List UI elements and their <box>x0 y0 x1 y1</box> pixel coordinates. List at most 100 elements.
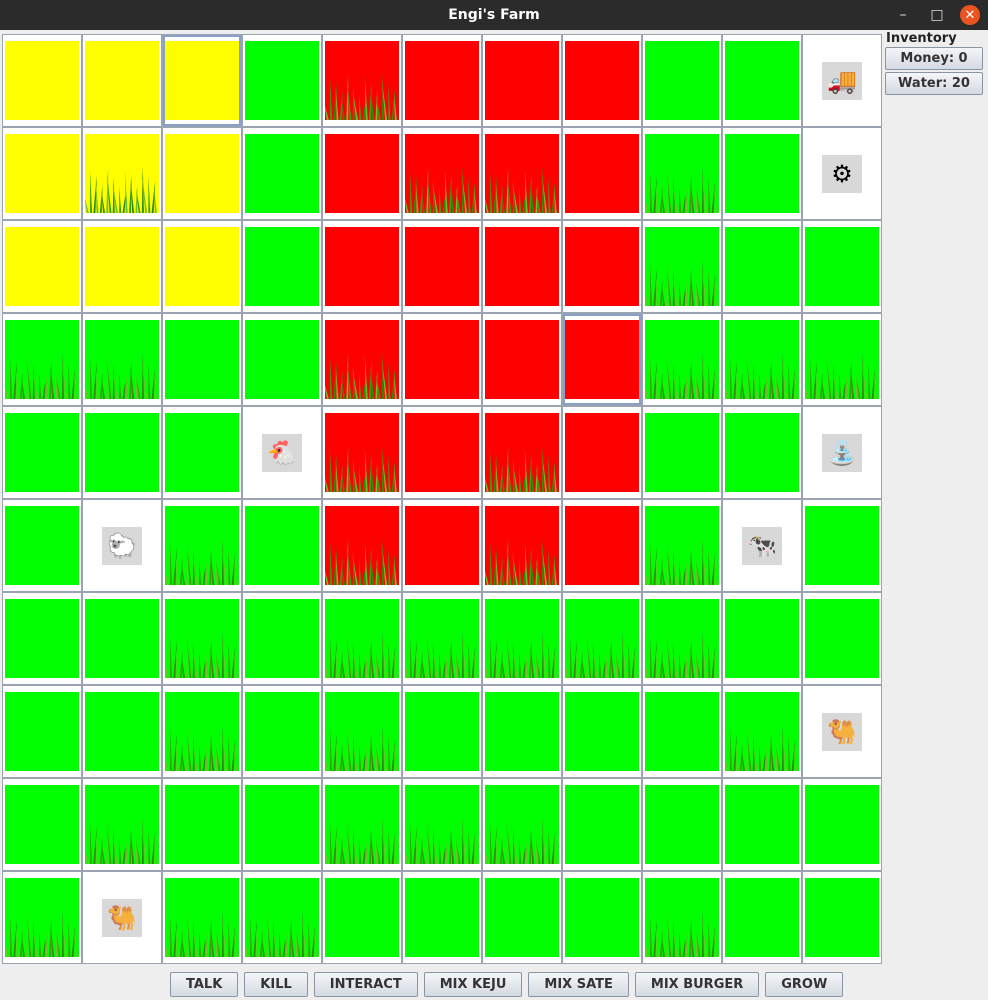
tile-green[interactable] <box>242 313 322 406</box>
tile-red-grass[interactable] <box>322 406 402 499</box>
tile-red-grass[interactable] <box>322 313 402 406</box>
tile-green[interactable] <box>642 406 722 499</box>
tile-green-grass[interactable] <box>322 778 402 871</box>
tile-green[interactable] <box>242 592 322 685</box>
tile-red[interactable] <box>562 499 642 592</box>
tile-green-grass[interactable] <box>802 313 882 406</box>
tile-green-grass[interactable] <box>322 685 402 778</box>
tile-red[interactable] <box>402 499 482 592</box>
maximize-icon[interactable]: □ <box>930 7 944 23</box>
tile-red-grass[interactable] <box>482 127 562 220</box>
tile-red[interactable] <box>562 406 642 499</box>
tile-yellow[interactable] <box>2 220 82 313</box>
tile-green-grass[interactable] <box>322 592 402 685</box>
tile-green[interactable] <box>82 406 162 499</box>
tile-camel[interactable]: 🐫 <box>802 685 882 778</box>
tile-green[interactable] <box>2 592 82 685</box>
tile-sheep[interactable]: 🐑 <box>82 499 162 592</box>
tile-red[interactable] <box>562 313 642 406</box>
tile-green[interactable] <box>722 871 802 964</box>
tile-green[interactable] <box>162 313 242 406</box>
tile-green-grass[interactable] <box>162 685 242 778</box>
tile-green-grass[interactable] <box>82 313 162 406</box>
tile-red[interactable] <box>402 406 482 499</box>
tile-green[interactable] <box>402 871 482 964</box>
tile-green[interactable] <box>242 499 322 592</box>
tile-green-grass[interactable] <box>642 499 722 592</box>
tile-red-grass[interactable] <box>402 127 482 220</box>
tile-green[interactable] <box>162 778 242 871</box>
tile-green[interactable] <box>242 127 322 220</box>
tile-green-grass[interactable] <box>162 871 242 964</box>
tile-green[interactable] <box>642 778 722 871</box>
tile-green[interactable] <box>2 778 82 871</box>
tile-green[interactable] <box>722 34 802 127</box>
tile-green-grass[interactable] <box>2 871 82 964</box>
tile-green[interactable] <box>242 778 322 871</box>
tile-green[interactable] <box>162 406 242 499</box>
tile-green[interactable] <box>242 34 322 127</box>
tile-green[interactable] <box>802 871 882 964</box>
mix-sate-button[interactable]: MIX SATE <box>528 972 629 997</box>
tile-green[interactable] <box>2 406 82 499</box>
tile-red[interactable] <box>482 220 562 313</box>
tile-red-grass[interactable] <box>482 406 562 499</box>
tile-yellow[interactable] <box>2 127 82 220</box>
tile-green[interactable] <box>2 499 82 592</box>
grow-button[interactable]: GROW <box>765 972 844 997</box>
tile-red[interactable] <box>562 127 642 220</box>
tile-yellow-grass[interactable] <box>82 127 162 220</box>
tile-red[interactable] <box>322 127 402 220</box>
interact-button[interactable]: INTERACT <box>313 972 418 997</box>
tile-cow[interactable]: 🐄 <box>722 499 802 592</box>
tile-green[interactable] <box>322 871 402 964</box>
tile-red[interactable] <box>562 34 642 127</box>
minimize-icon[interactable]: – <box>899 7 907 23</box>
tile-well[interactable]: ⛲ <box>802 406 882 499</box>
tile-green-grass[interactable] <box>2 313 82 406</box>
tile-green[interactable] <box>722 127 802 220</box>
tile-red[interactable] <box>482 34 562 127</box>
tile-green[interactable] <box>802 778 882 871</box>
tile-yellow[interactable] <box>2 34 82 127</box>
tile-green-grass[interactable] <box>642 313 722 406</box>
tile-green[interactable] <box>722 220 802 313</box>
tile-green[interactable] <box>722 406 802 499</box>
tile-green-grass[interactable] <box>642 592 722 685</box>
tile-green-grass[interactable] <box>162 592 242 685</box>
tile-green[interactable] <box>722 778 802 871</box>
money-button[interactable]: Money: 0 <box>885 47 983 70</box>
tile-green-grass[interactable] <box>642 220 722 313</box>
tile-green[interactable] <box>562 778 642 871</box>
tile-red[interactable] <box>402 220 482 313</box>
tile-green-grass[interactable] <box>242 871 322 964</box>
tile-yellow[interactable] <box>162 127 242 220</box>
tile-green[interactable] <box>802 499 882 592</box>
tile-red[interactable] <box>482 313 562 406</box>
tile-red-grass[interactable] <box>482 499 562 592</box>
kill-button[interactable]: KILL <box>244 972 308 997</box>
tile-green[interactable] <box>562 871 642 964</box>
tile-yellow[interactable] <box>82 34 162 127</box>
mix-burger-button[interactable]: MIX BURGER <box>634 972 760 997</box>
tile-chicken[interactable]: 🐔 <box>242 406 322 499</box>
tile-green-grass[interactable] <box>642 871 722 964</box>
tile-yellow[interactable] <box>162 34 242 127</box>
talk-button[interactable]: TALK <box>170 972 239 997</box>
tile-green-grass[interactable] <box>402 592 482 685</box>
tile-green[interactable] <box>722 592 802 685</box>
tile-green-grass[interactable] <box>722 685 802 778</box>
tile-green[interactable] <box>802 220 882 313</box>
tile-green-grass[interactable] <box>482 592 562 685</box>
tile-yellow[interactable] <box>162 220 242 313</box>
tile-green[interactable] <box>802 592 882 685</box>
tile-green[interactable] <box>82 685 162 778</box>
tile-red-grass[interactable] <box>322 499 402 592</box>
tile-yellow[interactable] <box>82 220 162 313</box>
mix-keju-button[interactable]: MIX KEJU <box>423 972 523 997</box>
tile-red[interactable] <box>562 220 642 313</box>
tile-truck[interactable]: 🚚 <box>802 34 882 127</box>
tile-green[interactable] <box>82 592 162 685</box>
tile-red[interactable] <box>402 313 482 406</box>
tile-red[interactable] <box>322 220 402 313</box>
